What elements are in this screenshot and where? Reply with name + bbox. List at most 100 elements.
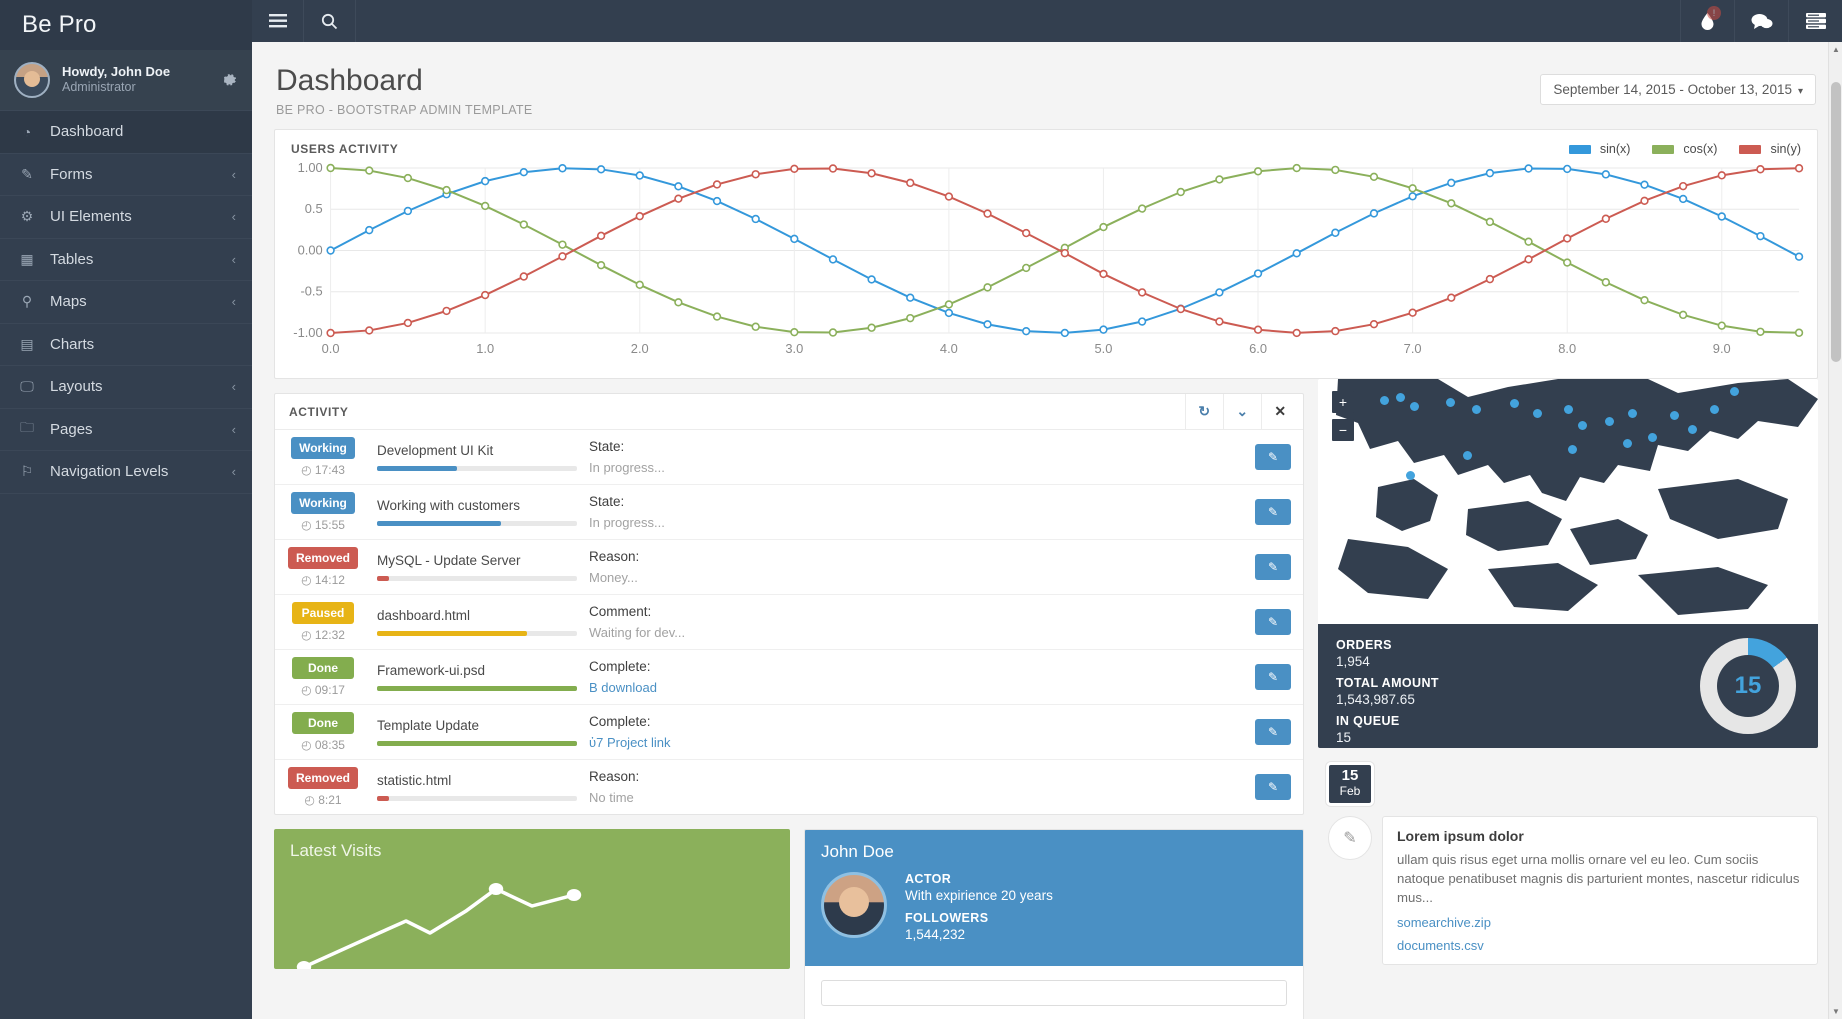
map-marker[interactable] xyxy=(1578,421,1587,430)
list-panel-icon[interactable] xyxy=(1788,0,1842,42)
profile-followers-value: 1,544,232 xyxy=(905,927,1053,942)
legend-label: cos(x) xyxy=(1683,142,1717,156)
map-marker[interactable] xyxy=(1446,398,1455,407)
map-marker[interactable] xyxy=(1623,439,1632,448)
svg-text:5.0: 5.0 xyxy=(1095,341,1113,356)
scroll-down-arrow[interactable]: ▼ xyxy=(1832,1007,1840,1016)
svg-text:7.0: 7.0 xyxy=(1404,341,1422,356)
edit-button[interactable]: ✎ xyxy=(1255,774,1291,800)
activity-rows: Working ◴ 17:43 Development UI Kit State: In… xyxy=(275,430,1303,814)
svg-text:8.0: 8.0 xyxy=(1558,341,1576,356)
table-icon: ▦ xyxy=(18,251,36,268)
sidebar-item-label: Maps xyxy=(50,293,218,310)
edit-button[interactable]: ✎ xyxy=(1255,444,1291,470)
map-marker[interactable] xyxy=(1410,402,1419,411)
map-marker[interactable] xyxy=(1463,451,1472,460)
map-marker[interactable] xyxy=(1568,445,1577,454)
timeline-attachment-link-2[interactable]: documents.csv xyxy=(1397,938,1803,953)
status-badge: Done xyxy=(292,657,354,679)
profile-card-name: John Doe xyxy=(821,842,1287,862)
timeline-entry-text: ullam quis risus eget urna mollis ornare… xyxy=(1397,850,1803,907)
edit-button[interactable]: ✎ xyxy=(1255,719,1291,745)
map-marker[interactable] xyxy=(1648,433,1657,442)
profile-text: Howdy, John Doe Administrator xyxy=(62,64,210,96)
edit-button[interactable]: ✎ xyxy=(1255,499,1291,525)
sidebar-item-maps[interactable]: ⚲ Maps ‹ xyxy=(0,281,252,324)
legend-item-sinx[interactable]: sin(x) xyxy=(1569,142,1631,156)
svg-text:1.0: 1.0 xyxy=(476,341,494,356)
activity-title: ACTIVITY xyxy=(289,405,348,419)
map-zoom-in-button[interactable]: + xyxy=(1332,391,1354,413)
progress-bar-fill xyxy=(377,466,457,471)
svg-text:3.0: 3.0 xyxy=(785,341,803,356)
activity-panel-buttons: ↻ ⌄ ✕ xyxy=(1185,394,1299,430)
sidebar-item-navigation-levels[interactable]: ⚐ Navigation Levels ‹ xyxy=(0,451,252,494)
timeline-attachment-link-1[interactable]: somearchive.zip xyxy=(1397,915,1803,930)
activity-meta: Reason: No time xyxy=(589,769,1255,805)
map-marker[interactable] xyxy=(1472,405,1481,414)
page-subtitle: BE PRO - BOOTSTRAP ADMIN TEMPLATE xyxy=(276,103,532,117)
sidebar-item-tables[interactable]: ▦ Tables ‹ xyxy=(0,239,252,282)
page-scrollbar[interactable]: ▲ ▼ xyxy=(1828,42,1842,1019)
activity-row-link[interactable]: ὚B download xyxy=(589,680,657,695)
search-icon[interactable] xyxy=(304,0,356,42)
map-marker[interactable] xyxy=(1628,409,1637,418)
svg-text:0.5: 0.5 xyxy=(305,201,323,216)
scroll-up-arrow[interactable]: ▲ xyxy=(1832,45,1840,54)
activity-meta-value: ὚B download xyxy=(589,680,1255,695)
map-marker[interactable] xyxy=(1380,396,1389,405)
sidebar-profile[interactable]: Howdy, John Doe Administrator xyxy=(0,50,252,111)
map-marker[interactable] xyxy=(1730,387,1739,396)
profile-card-stats: ACTOR With expirience 20 years FOLLOWERS… xyxy=(905,872,1053,950)
collapse-button[interactable]: ⌄ xyxy=(1223,394,1261,430)
edit-button[interactable]: ✎ xyxy=(1255,554,1291,580)
svg-text:6.0: 6.0 xyxy=(1249,341,1267,356)
profile-followers-label: FOLLOWERS xyxy=(905,911,1053,925)
hamburger-menu-icon[interactable] xyxy=(252,0,304,42)
map-marker[interactable] xyxy=(1510,399,1519,408)
sidebar-item-forms[interactable]: ✎ Forms ‹ xyxy=(0,154,252,197)
map-marker[interactable] xyxy=(1564,405,1573,414)
refresh-button[interactable]: ↻ xyxy=(1185,394,1223,430)
map-marker[interactable] xyxy=(1533,409,1542,418)
progress-bar-fill xyxy=(377,631,527,636)
map-marker[interactable] xyxy=(1396,393,1405,402)
activity-meta-label: Reason: xyxy=(589,549,1255,564)
legend-item-siny[interactable]: sin(y) xyxy=(1739,142,1801,156)
map-marker[interactable] xyxy=(1406,471,1415,480)
droplet-icon[interactable]: ! xyxy=(1680,0,1734,42)
date-range-picker[interactable]: September 14, 2015 - October 13, 2015 ▾ xyxy=(1540,74,1816,105)
gear-icon[interactable] xyxy=(222,72,238,88)
chevron-left-icon: ‹ xyxy=(232,209,236,224)
map-marker[interactable] xyxy=(1710,405,1719,414)
map-marker[interactable] xyxy=(1688,425,1697,434)
edit-button[interactable]: ✎ xyxy=(1255,609,1291,635)
sidebar-item-dashboard[interactable]: ◔ Dashboard xyxy=(0,111,252,154)
scrollbar-thumb[interactable] xyxy=(1831,82,1841,362)
sidebar-item-pages[interactable]: 🗀 Pages ‹ xyxy=(0,409,252,452)
edit-button[interactable]: ✎ xyxy=(1255,664,1291,690)
chart-legend: sin(x) cos(x) sin(y) xyxy=(1569,142,1801,156)
activity-panel: ACTIVITY ↻ ⌄ ✕ Working ◴ 17:43 Development… xyxy=(274,393,1304,815)
brand-logo[interactable]: Be Pro xyxy=(0,0,252,50)
map-marker[interactable] xyxy=(1605,417,1614,426)
sidebar-item-layouts[interactable]: 🖵 Layouts ‹ xyxy=(0,366,252,409)
map-zoom-out-button[interactable]: − xyxy=(1332,419,1354,441)
map-marker[interactable] xyxy=(1670,411,1679,420)
profile-message-input[interactable] xyxy=(821,980,1287,1006)
world-map[interactable]: + − xyxy=(1318,379,1818,624)
close-button[interactable]: ✕ xyxy=(1261,394,1299,430)
sidebar-item-charts[interactable]: ▤ Charts xyxy=(0,324,252,367)
chat-bubble-icon[interactable] xyxy=(1734,0,1788,42)
legend-item-cosx[interactable]: cos(x) xyxy=(1652,142,1717,156)
latest-visits-card: Latest Visits xyxy=(274,829,790,969)
activity-meta: Comment: Waiting for dev... xyxy=(589,604,1255,640)
sidebar-item-ui-elements[interactable]: ⚙ UI Elements ‹ xyxy=(0,196,252,239)
activity-time: ◴ 17:43 xyxy=(285,463,361,477)
user-profile-card: John Doe ACTOR With expirience 20 years … xyxy=(804,829,1304,1019)
activity-time: ◴ 12:32 xyxy=(285,628,361,642)
activity-meta-label: State: xyxy=(589,494,1255,509)
activity-row-link[interactable]: ὑ7 Project link xyxy=(589,735,671,750)
progress-bar xyxy=(377,466,577,471)
activity-row: Working ◴ 17:43 Development UI Kit State: In… xyxy=(275,430,1303,485)
